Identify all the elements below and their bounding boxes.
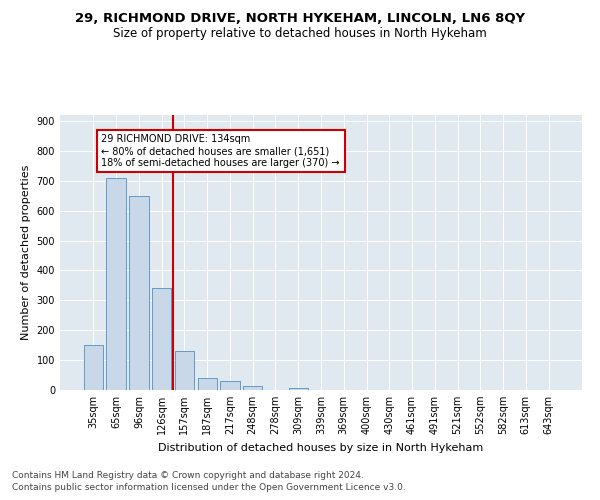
Bar xyxy=(129,196,149,390)
Bar xyxy=(220,381,239,390)
X-axis label: Distribution of detached houses by size in North Hykeham: Distribution of detached houses by size … xyxy=(158,442,484,452)
Bar xyxy=(243,386,262,390)
Bar xyxy=(175,351,194,390)
Bar xyxy=(197,378,217,390)
Text: Contains HM Land Registry data © Crown copyright and database right 2024.: Contains HM Land Registry data © Crown c… xyxy=(12,471,364,480)
Bar xyxy=(84,345,103,390)
Bar xyxy=(106,178,126,390)
Y-axis label: Number of detached properties: Number of detached properties xyxy=(21,165,31,340)
Text: 29 RICHMOND DRIVE: 134sqm
← 80% of detached houses are smaller (1,651)
18% of se: 29 RICHMOND DRIVE: 134sqm ← 80% of detac… xyxy=(101,134,340,168)
Text: 29, RICHMOND DRIVE, NORTH HYKEHAM, LINCOLN, LN6 8QY: 29, RICHMOND DRIVE, NORTH HYKEHAM, LINCO… xyxy=(75,12,525,26)
Text: Contains public sector information licensed under the Open Government Licence v3: Contains public sector information licen… xyxy=(12,484,406,492)
Bar xyxy=(152,288,172,390)
Text: Size of property relative to detached houses in North Hykeham: Size of property relative to detached ho… xyxy=(113,28,487,40)
Bar xyxy=(289,388,308,390)
